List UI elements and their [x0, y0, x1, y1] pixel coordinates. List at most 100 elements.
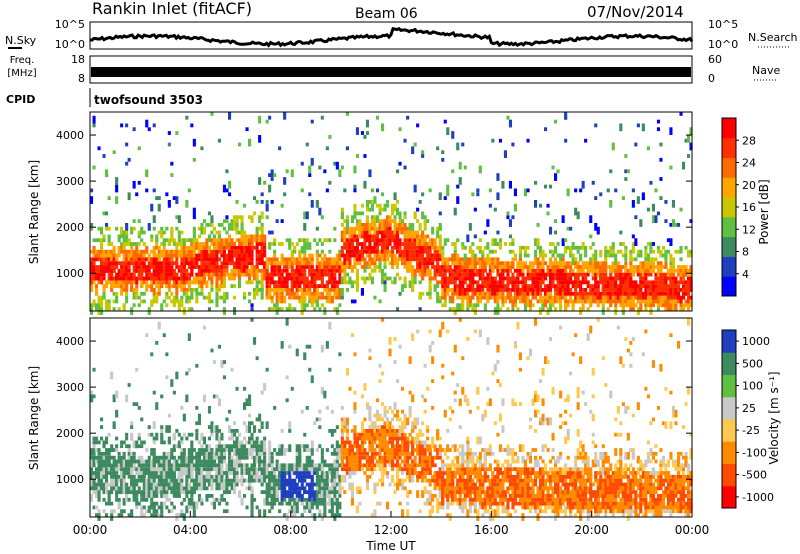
heatmap-cell	[661, 295, 665, 304]
heatmap-cell	[325, 288, 329, 292]
heatmap-cell	[308, 494, 312, 502]
heatmap-cell	[654, 299, 658, 304]
heatmap-cell	[365, 207, 369, 212]
heatmap-cell	[90, 188, 94, 193]
heatmap-cell	[453, 253, 457, 258]
freq-label: Freq.	[10, 55, 35, 66]
heatmap-cell	[190, 497, 194, 506]
heatmap-cell	[360, 234, 364, 239]
heatmap-cell	[105, 486, 109, 491]
heatmap-cell	[300, 261, 304, 266]
heatmap-cell	[217, 501, 221, 506]
heatmap-cell	[220, 223, 224, 227]
heatmap-cell	[413, 238, 417, 243]
heatmap-cell	[687, 291, 691, 296]
heatmap-cell	[624, 169, 628, 174]
heatmap-cell	[679, 257, 683, 262]
heatmap-cell	[428, 188, 432, 193]
heatmap-cell	[393, 203, 397, 212]
heatmap-cell	[285, 284, 289, 288]
heatmap-cell	[350, 253, 354, 258]
heatmap-cell	[202, 486, 206, 491]
heatmap-cell	[569, 280, 573, 285]
heatmap-cell	[105, 265, 109, 273]
heatmap-cell	[601, 276, 605, 285]
heatmap-cell	[212, 467, 216, 472]
heatmap-cell	[488, 284, 492, 288]
heatmap-cell	[375, 501, 379, 506]
heatmap-cell	[539, 268, 543, 273]
heatmap-cell	[210, 284, 214, 288]
heatmap-cell	[360, 467, 364, 472]
heatmap-cell	[132, 482, 136, 491]
heatmap-cell	[398, 249, 402, 254]
heatmap-cell	[586, 284, 590, 288]
heatmap-cell	[140, 249, 144, 254]
heatmap-cell	[350, 490, 354, 498]
heatmap-cell	[664, 291, 668, 296]
heatmap-cell	[207, 467, 211, 472]
heatmap-cell	[551, 303, 555, 308]
heatmap-cell	[112, 249, 116, 258]
heatmap-cell	[122, 482, 126, 487]
heatmap-cell	[458, 257, 462, 262]
heatmap-cell	[576, 245, 580, 250]
heatmap-cell	[145, 265, 149, 269]
heatmap-cell	[534, 284, 538, 288]
heatmap-cell	[105, 440, 109, 445]
heatmap-cell	[443, 265, 447, 269]
heatmap-cell	[320, 261, 324, 269]
heatmap-cell	[541, 261, 545, 266]
heatmap-cell	[689, 249, 693, 254]
heatmap-cell	[328, 486, 332, 491]
heatmap-cell	[200, 474, 204, 483]
heatmap-cell	[240, 440, 244, 445]
heatmap-cell	[654, 284, 658, 288]
heatmap-cell	[358, 211, 362, 216]
heatmap-cell	[115, 448, 119, 452]
heatmap-cell	[137, 501, 141, 506]
heatmap-cell	[260, 234, 264, 239]
heatmap-cell	[626, 291, 630, 300]
heatmap-cell	[253, 467, 257, 475]
heatmap-cell	[584, 272, 588, 277]
heatmap-cell	[345, 471, 349, 475]
heatmap-cell	[601, 284, 605, 292]
heatmap-cell	[408, 265, 412, 273]
heatmap-cell	[391, 245, 395, 250]
heatmap-cell	[328, 238, 332, 243]
heatmap-cell	[594, 276, 598, 281]
heatmap-cell	[157, 478, 161, 483]
heatmap-cell	[263, 509, 267, 517]
heatmap-cell	[132, 295, 136, 300]
heatmap-cell	[212, 501, 216, 510]
heatmap-cell	[197, 494, 201, 498]
heatmap-cell	[260, 280, 264, 289]
heatmap-cell	[461, 245, 465, 250]
heatmap-cell	[491, 265, 495, 273]
heatmap-cell	[406, 230, 410, 235]
heatmap-cell	[283, 112, 287, 120]
heatmap-cell	[235, 219, 239, 227]
heatmap-cell	[666, 291, 670, 300]
heatmap-cell	[534, 280, 538, 285]
heatmap-cell	[481, 249, 485, 254]
heatmap-cell	[305, 474, 309, 479]
heatmap-cell	[664, 272, 668, 277]
heatmap-cell	[338, 288, 342, 296]
heatmap-cell	[253, 288, 257, 292]
heatmap-cell	[438, 234, 442, 243]
heatmap-cell	[112, 474, 116, 479]
heatmap-cell	[358, 249, 362, 254]
heatmap-cell	[250, 253, 254, 258]
heatmap-cell	[162, 451, 166, 460]
heatmap-cell	[230, 276, 234, 281]
heatmap-cell	[378, 230, 382, 235]
heatmap-cell	[624, 261, 628, 266]
heatmap-cell	[97, 440, 101, 445]
noise-sky-series	[90, 26, 694, 48]
heatmap-cell	[609, 276, 613, 281]
heatmap-cell	[230, 432, 234, 441]
heatmap-cell	[624, 303, 628, 308]
